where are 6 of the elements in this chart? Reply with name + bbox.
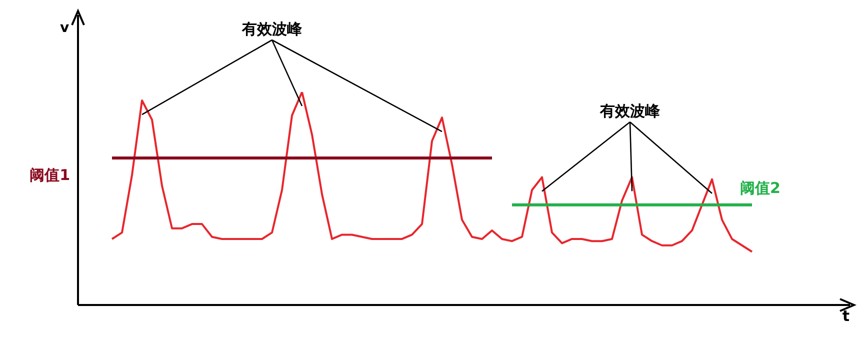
y-axis-title: v — [60, 20, 70, 36]
text: t — [842, 307, 850, 325]
series-label: 阈值2 — [740, 178, 780, 197]
text: 有效波峰 — [241, 20, 303, 38]
annotation: 有效波峰 — [599, 102, 661, 120]
text: 阈值1 — [30, 166, 70, 184]
